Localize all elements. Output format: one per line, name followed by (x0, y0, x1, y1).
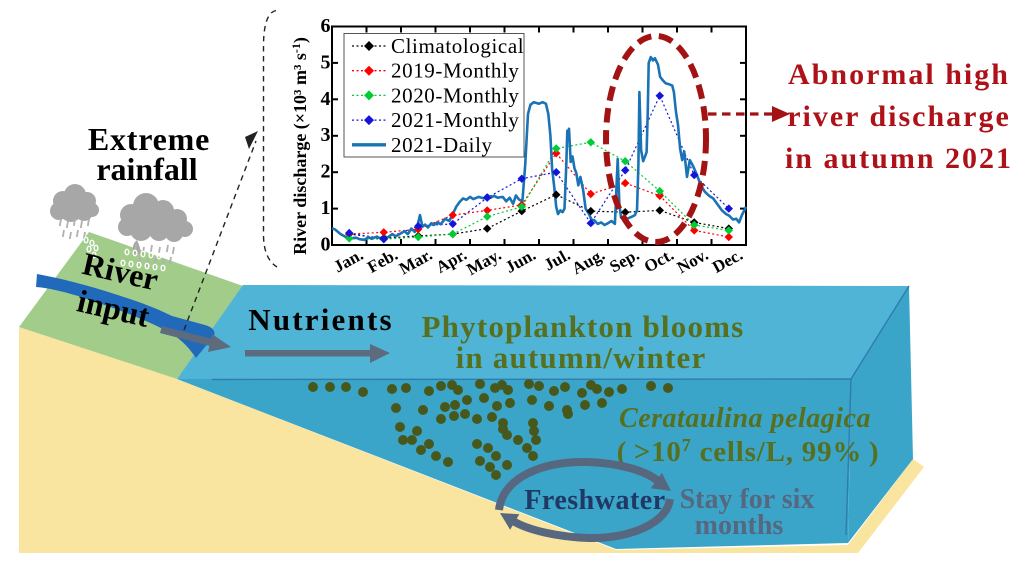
svg-text:Freshwater: Freshwater (524, 485, 665, 516)
svg-text:2020-Monthly: 2020-Monthly (391, 83, 520, 107)
svg-text:Stay for six: Stay for six (680, 484, 815, 515)
svg-text:Cerataulina pelagica: Cerataulina pelagica (619, 403, 871, 434)
svg-text:River discharge (×10³ m³ s-1): River discharge (×10³ m³ s-1) (289, 37, 311, 255)
svg-text:Extreme: Extreme (88, 121, 210, 157)
svg-text:4: 4 (321, 88, 331, 110)
svg-text:months: months (695, 510, 784, 541)
svg-text:in autumn/winter: in autumn/winter (456, 340, 707, 375)
svg-text:2021-Daily: 2021-Daily (391, 133, 493, 157)
svg-text:1: 1 (321, 197, 331, 219)
svg-text:rainfall: rainfall (96, 151, 197, 187)
svg-text:Abnormal high: Abnormal high (788, 58, 1010, 91)
svg-text:0: 0 (321, 234, 331, 256)
svg-text:3: 3 (321, 124, 331, 146)
svg-text:6: 6 (321, 15, 331, 37)
svg-text:Phytoplankton blooms: Phytoplankton blooms (422, 309, 745, 344)
svg-text:2: 2 (321, 161, 331, 183)
svg-text:river discharge: river discharge (787, 100, 1011, 133)
svg-text:2021-Monthly: 2021-Monthly (391, 108, 520, 132)
svg-text:5: 5 (321, 51, 331, 73)
svg-text:Climatological: Climatological (391, 34, 524, 58)
svg-text:( >107 cells/L, 99% ): ( >107 cells/L, 99% ) (617, 435, 880, 468)
svg-text:in autumn 2021: in autumn 2021 (785, 142, 1013, 175)
svg-text:2019-Monthly: 2019-Monthly (391, 59, 520, 83)
svg-text:Nutrients: Nutrients (248, 302, 394, 337)
